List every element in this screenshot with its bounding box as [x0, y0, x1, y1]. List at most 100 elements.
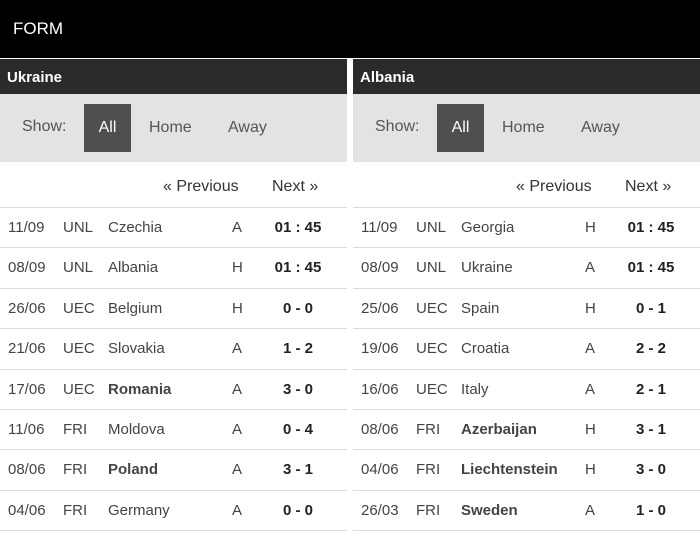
match-opponent: Moldova [108, 420, 165, 438]
match-list: 11/09 UNL Georgia H 01 : 45 08/09 UNL Ukraine A 0… [353, 208, 700, 532]
match-opponent: Albania [108, 259, 159, 277]
match-row: 21/06 UEC Slovakia A 1 - 2 [0, 329, 347, 370]
match-row: 26/03 FRI Sweden A 1 - 0 [353, 491, 700, 532]
match-date: 26/03 [361, 501, 399, 519]
match-score: 1 - 2 [282, 340, 313, 358]
filter-away-button[interactable]: Away [228, 119, 267, 136]
match-venue: A [232, 340, 243, 358]
team-panel-ukraine: Ukraine Show: All Home Away « Previous N… [0, 58, 347, 538]
show-label: Show: [22, 118, 67, 135]
match-score: 0 - 4 [282, 420, 313, 438]
filter-home-button[interactable]: Home [502, 119, 545, 136]
match-row: 08/06 FRI Azerbaijan H 3 - 1 [353, 410, 700, 451]
match-opponent: Spain [461, 299, 500, 317]
match-competition: UEC [416, 340, 448, 358]
match-row: 25/06 UEC Spain H 0 - 1 [353, 289, 700, 330]
match-row: 17/06 UEC Romania A 3 - 0 [0, 370, 347, 410]
match-opponent: Germany [108, 501, 170, 519]
match-opponent: Romania [108, 380, 172, 398]
match-opponent: Poland [108, 461, 159, 479]
match-date: 08/09 [361, 259, 399, 277]
pagination: « Previous Next » [0, 162, 347, 208]
match-venue: A [585, 340, 596, 358]
match-venue: A [585, 501, 596, 519]
match-venue: A [232, 420, 243, 438]
match-score: 3 - 1 [635, 420, 666, 438]
filter-home-button[interactable]: Home [149, 119, 192, 136]
filter-bar: Show: All Home Away [353, 94, 700, 162]
match-venue: H [232, 259, 243, 277]
match-score: 2 - 2 [635, 340, 666, 358]
match-date: 11/09 [361, 219, 398, 236]
match-row: 19/06 UEC Croatia A 2 - 2 [353, 329, 700, 370]
match-venue: A [232, 501, 243, 519]
match-score: 01 : 45 [274, 259, 322, 277]
match-date: 04/06 [361, 461, 399, 479]
match-venue: H [232, 299, 243, 317]
match-opponent: Belgium [108, 299, 163, 317]
match-competition: UNL [63, 259, 94, 277]
show-label: Show: [375, 118, 420, 135]
team-name: Ukraine [0, 58, 347, 94]
match-venue: A [232, 380, 243, 398]
match-competition: FRI [416, 420, 441, 438]
next-link[interactable]: Next » [625, 178, 672, 195]
match-date: 11/06 [8, 420, 45, 438]
match-competition: FRI [63, 461, 88, 479]
match-competition: UEC [416, 380, 448, 398]
filter-bar: Show: All Home Away [0, 94, 347, 162]
match-row: 11/09 UNL Czechia A 01 : 45 [0, 208, 347, 249]
match-score: 0 - 0 [282, 501, 313, 519]
previous-link[interactable]: « Previous [516, 178, 592, 195]
previous-link[interactable]: « Previous [163, 178, 239, 195]
match-competition: UNL [63, 219, 94, 236]
next-link[interactable]: Next » [272, 178, 319, 195]
filter-away-button[interactable]: Away [581, 119, 620, 136]
match-opponent: Croatia [461, 340, 510, 358]
match-row: 11/09 UNL Georgia H 01 : 45 [353, 208, 700, 249]
match-competition: UEC [63, 380, 95, 398]
match-row: 26/06 UEC Belgium H 0 - 0 [0, 289, 347, 330]
match-score: 3 - 0 [282, 380, 313, 398]
match-score: 1 - 0 [635, 501, 666, 519]
match-score: 0 - 0 [282, 299, 313, 317]
match-competition: UEC [63, 299, 95, 317]
match-date: 25/06 [361, 299, 399, 317]
match-list: 11/09 UNL Czechia A 01 : 45 08/09 UNL Albania H 0… [0, 208, 347, 532]
match-venue: H [585, 420, 596, 438]
filter-all-button[interactable]: All [437, 104, 484, 152]
match-venue: A [232, 219, 243, 236]
match-score: 3 - 1 [282, 461, 313, 479]
match-row: 08/09 UNL Albania H 01 : 45 [0, 248, 347, 289]
team-name: Albania [353, 58, 700, 94]
match-date: 08/06 [8, 461, 46, 479]
match-competition: FRI [416, 501, 441, 519]
match-date: 21/06 [8, 340, 46, 358]
match-score: 01 : 45 [627, 259, 675, 277]
match-date: 08/06 [361, 420, 399, 438]
team-panel-albania: Albania Show: All Home Away « Previous N… [353, 58, 700, 538]
match-date: 16/06 [361, 380, 399, 398]
match-opponent: Sweden [461, 501, 518, 519]
match-opponent: Slovakia [108, 340, 165, 358]
match-opponent: Liechtenstein [461, 461, 558, 479]
match-row: 16/06 UEC Italy A 2 - 1 [353, 370, 700, 410]
match-score: 01 : 45 [274, 219, 322, 236]
match-score: 3 - 0 [635, 461, 666, 479]
match-row: 11/06 FRI Moldova A 0 - 4 [0, 410, 347, 451]
match-venue: A [585, 380, 596, 398]
match-competition: UNL [416, 259, 447, 277]
match-row: 04/06 FRI Liechtenstein H 3 - 0 [353, 450, 700, 491]
match-venue: A [232, 461, 243, 479]
match-venue: H [585, 219, 596, 236]
filter-all-button[interactable]: All [84, 104, 131, 152]
match-opponent: Georgia [461, 219, 515, 236]
match-venue: A [585, 259, 596, 277]
match-opponent: Ukraine [461, 259, 513, 277]
pagination: « Previous Next » [353, 162, 700, 208]
match-row: 04/06 FRI Germany A 0 - 0 [0, 491, 347, 532]
match-date: 19/06 [361, 340, 399, 358]
match-score: 0 - 1 [635, 299, 666, 317]
match-date: 08/09 [8, 259, 46, 277]
match-date: 17/06 [8, 380, 46, 398]
